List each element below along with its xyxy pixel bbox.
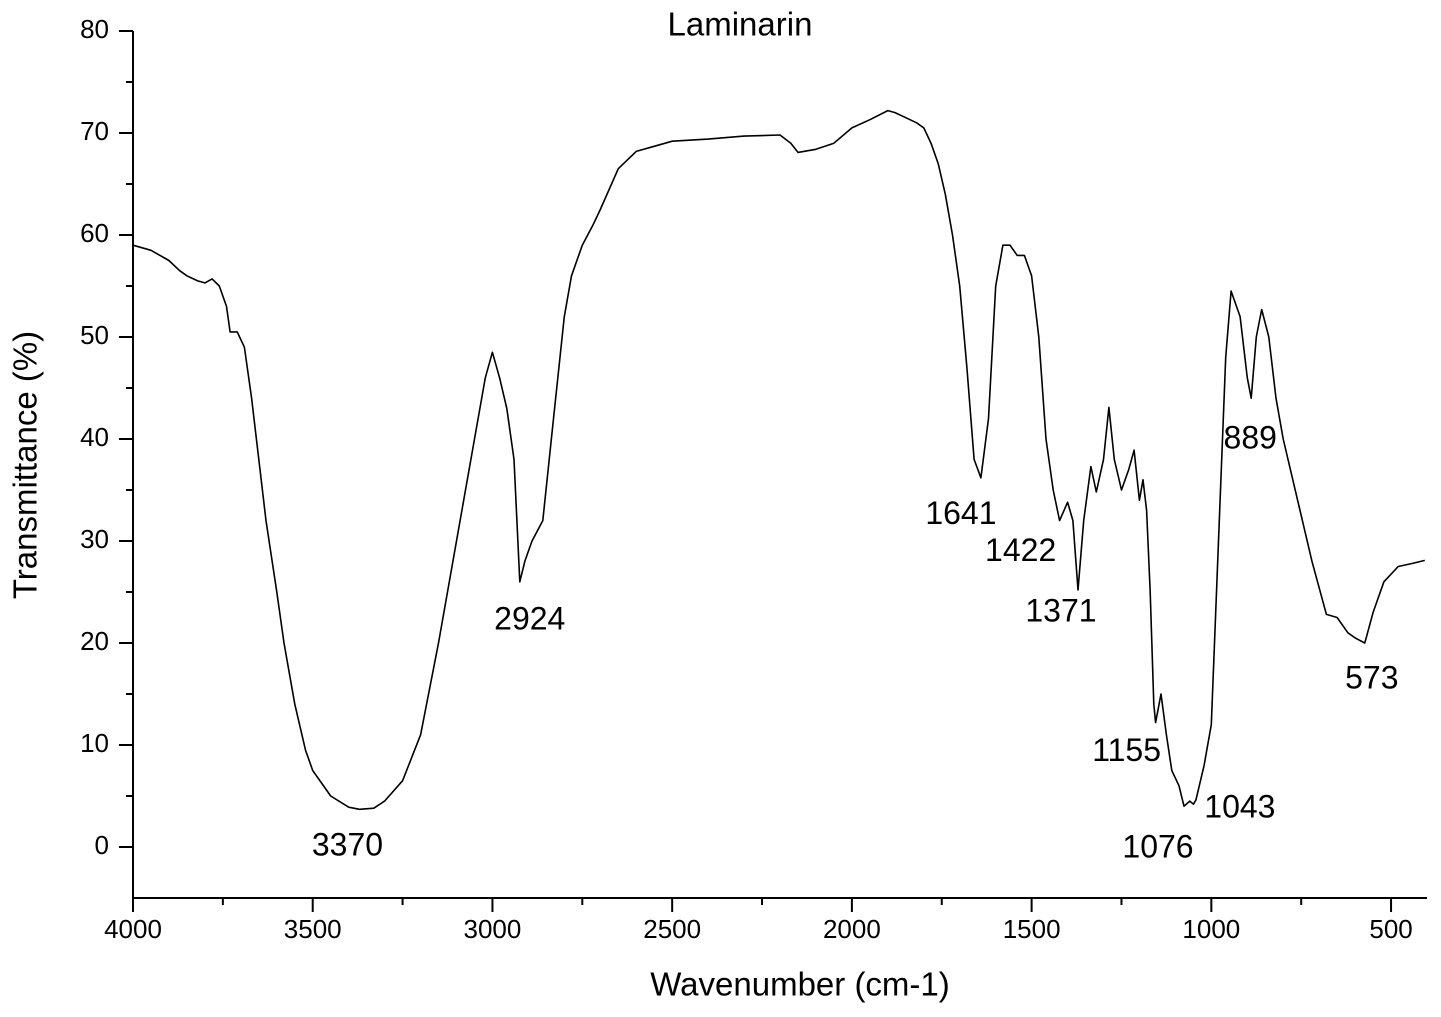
x-tick-label: 1500 xyxy=(1003,914,1061,944)
peak-label: 3370 xyxy=(312,827,383,863)
x-tick-label: 2000 xyxy=(823,914,881,944)
spectrum-line xyxy=(132,109,1425,811)
y-tick-label: 70 xyxy=(80,116,109,146)
peak-label: 1371 xyxy=(1025,592,1096,628)
x-tick-label: 3000 xyxy=(464,914,522,944)
peak-label: 1641 xyxy=(925,495,996,531)
x-tick-label: 3500 xyxy=(284,914,342,944)
x-tick-label: 1000 xyxy=(1182,914,1240,944)
x-tick-label: 500 xyxy=(1369,914,1412,944)
y-tick-label: 60 xyxy=(80,218,109,248)
peak-label: 2924 xyxy=(494,600,565,636)
peak-label: 573 xyxy=(1345,659,1398,695)
y-tick-label: 80 xyxy=(80,14,109,44)
y-tick-label: 30 xyxy=(80,524,109,554)
peak-label: 1076 xyxy=(1122,829,1193,865)
peak-label: 1422 xyxy=(985,532,1056,568)
y-tick-label: 10 xyxy=(80,728,109,758)
y-tick-label: 20 xyxy=(80,626,109,656)
peak-label: 1155 xyxy=(1092,732,1161,768)
chart-title: Laminarin xyxy=(668,6,813,43)
peak-label: 889 xyxy=(1224,420,1277,456)
x-tick-label: 2500 xyxy=(643,914,701,944)
x-axis-label: Wavenumber (cm-1) xyxy=(650,966,950,1003)
y-tick-label: 50 xyxy=(80,320,109,350)
y-axis-label: Transmittance (%) xyxy=(7,331,44,599)
y-tick-label: 40 xyxy=(80,422,109,452)
y-tick-label: 0 xyxy=(95,830,109,860)
peak-label: 1043 xyxy=(1204,789,1275,825)
x-tick-label: 4000 xyxy=(104,914,162,944)
